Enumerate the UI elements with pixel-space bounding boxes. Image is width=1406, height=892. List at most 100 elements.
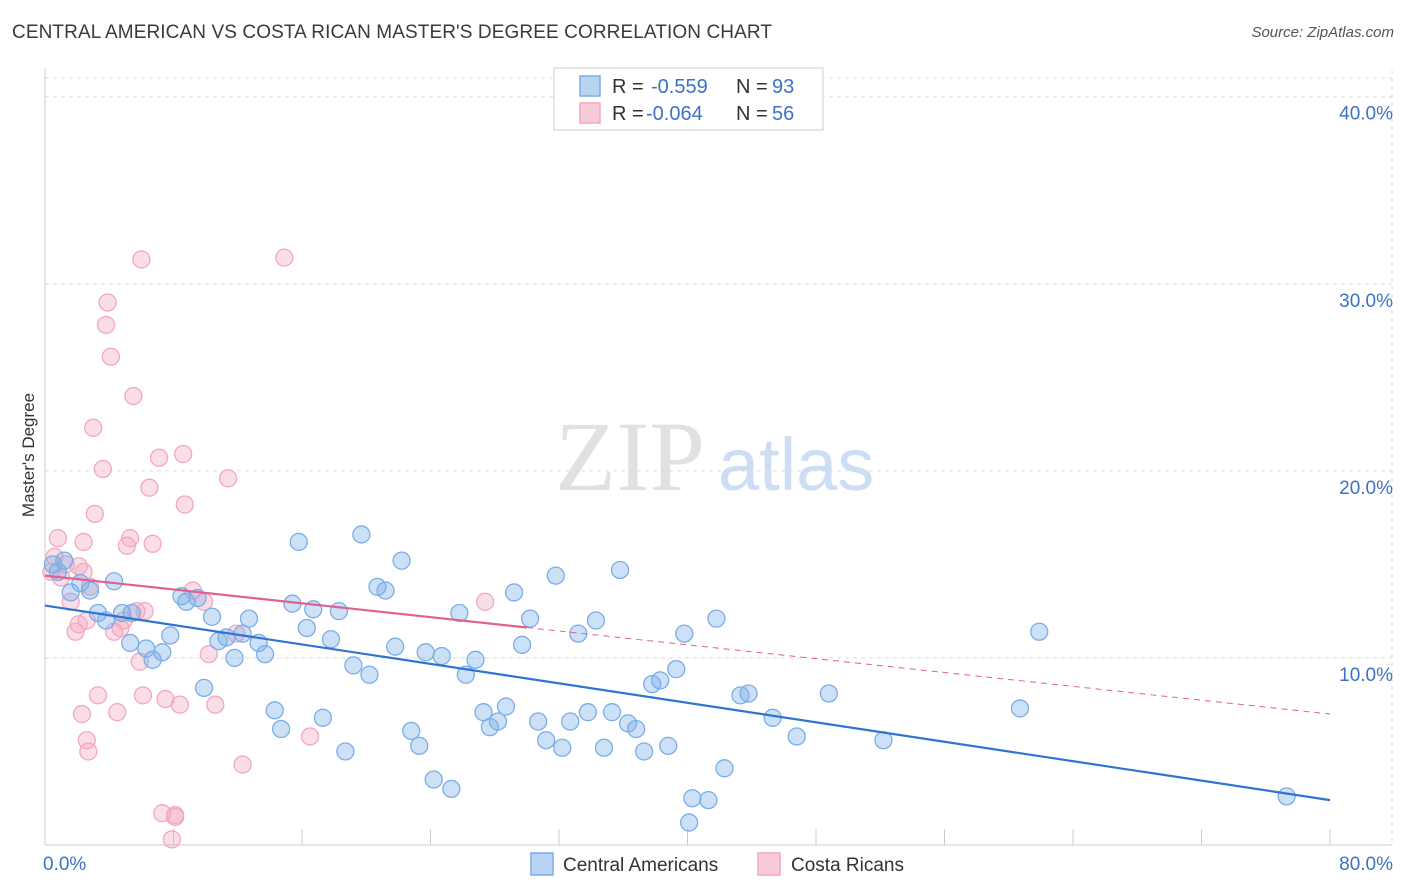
central-american-point (55, 551, 74, 570)
central-american-point (321, 630, 341, 649)
legend-r-label-2: R = (612, 103, 644, 125)
costa-rican-point (96, 315, 116, 335)
legend-r-label-1: R = (612, 76, 644, 98)
legend-n-value-1: 93 (772, 76, 794, 98)
costa-rican-point (149, 448, 169, 467)
central-american-point (271, 719, 291, 739)
costa-rican-point (120, 529, 140, 548)
central-american-point (289, 532, 308, 552)
central-american-point (683, 789, 702, 808)
costa-ricans-trend-line-extension (526, 627, 1331, 715)
central-american-point (313, 708, 333, 727)
central-american-point (602, 703, 622, 722)
legend-n-label-1: N = (736, 76, 768, 98)
costa-rican-point (133, 686, 153, 705)
central-american-point (297, 618, 316, 638)
central-american-point (61, 583, 80, 602)
central-american-point (329, 602, 349, 621)
costa-rican-point (162, 830, 182, 849)
central-american-point (512, 635, 532, 654)
costa-rican-point (233, 755, 252, 774)
central-american-point (561, 712, 580, 731)
legend-n-label-2: N = (736, 103, 768, 125)
central-american-point (578, 703, 598, 722)
central-american-point (675, 624, 694, 643)
central-american-point (667, 660, 686, 679)
costa-rican-point (85, 504, 104, 524)
costa-rican-point (93, 459, 112, 479)
legend: R = -0.559 N = 93 R = -0.064 N = 56 (553, 67, 824, 131)
legend-r-value-1: -0.559 (651, 76, 708, 98)
y-tick-label-2: 30.0% (1339, 291, 1393, 312)
central-american-point (586, 611, 606, 630)
central-american-point (352, 525, 371, 544)
costa-rican-point (143, 534, 162, 553)
central-american-point (496, 697, 516, 716)
bottom-legend-label-costa-ricans: Costa Ricans (791, 855, 904, 876)
central-american-point (626, 719, 646, 739)
central-american-point (1030, 622, 1049, 641)
y-tick-label-0: 10.0% (1339, 665, 1393, 686)
central-american-point (255, 645, 275, 664)
central-american-point (153, 643, 172, 662)
axes (44, 68, 1392, 846)
central-american-point (679, 813, 699, 832)
central-american-point (402, 721, 421, 741)
central-american-point (699, 790, 718, 810)
costa-rican-point (206, 695, 225, 714)
central-american-point (432, 646, 451, 666)
central-american-point (265, 701, 284, 720)
costa-rican-point (124, 386, 143, 406)
y-tick-label-3: 40.0% (1339, 104, 1393, 125)
costa-rican-point (72, 704, 92, 724)
costa-rican-point (88, 686, 108, 705)
costa-rican-point (218, 469, 238, 488)
central-american-point (537, 731, 556, 750)
central-american-point (194, 678, 214, 698)
central-american-point (1277, 787, 1296, 806)
costa-rican-point (79, 742, 98, 761)
bottom-legend-swatch-blue (530, 852, 554, 876)
central-americans-trend-line (44, 604, 1331, 802)
central-american-point (416, 643, 435, 662)
costa-rican-point (74, 532, 93, 552)
central-american-point (376, 581, 395, 600)
costa-rican-point (165, 805, 185, 825)
bottom-legend: Central Americans Costa Ricans (530, 852, 904, 876)
legend-swatch-blue (579, 75, 601, 97)
gridlines (45, 70, 1393, 845)
central-american-point (239, 609, 259, 628)
legend-r-value-2: -0.064 (646, 103, 703, 125)
costa-rican-point (48, 529, 67, 548)
y-tick-label-1: 20.0% (1339, 478, 1393, 499)
central-american-point (177, 592, 196, 611)
central-american-point (659, 736, 678, 756)
central-american-point (528, 712, 548, 731)
central-american-point (634, 742, 654, 761)
costa-rican-point (175, 495, 194, 514)
central-american-point (392, 551, 411, 570)
costa-ricans-points (42, 248, 495, 849)
central-american-point (410, 736, 429, 756)
legend-swatch-pink (579, 102, 601, 124)
costa-rican-point (199, 645, 218, 664)
bottom-legend-swatch-pink (757, 852, 781, 876)
costa-rican-point (173, 444, 193, 464)
central-american-point (707, 609, 726, 628)
costa-rican-point (132, 250, 151, 269)
y-axis-label: Master's Degree (19, 393, 38, 517)
central-american-point (466, 650, 485, 669)
costa-ricans-trend-line (44, 574, 527, 629)
costa-rican-point (98, 293, 117, 312)
central-american-point (504, 583, 524, 602)
central-american-point (344, 656, 363, 675)
central-american-point (202, 607, 222, 626)
bottom-legend-label-central-americans: Central Americans (563, 855, 718, 876)
central-american-point (225, 648, 244, 668)
costa-rican-point (84, 418, 103, 437)
central-american-point (143, 650, 162, 669)
central-american-point (553, 738, 572, 757)
watermark-atlas: atlas (718, 423, 874, 506)
costa-rican-point (69, 615, 88, 634)
